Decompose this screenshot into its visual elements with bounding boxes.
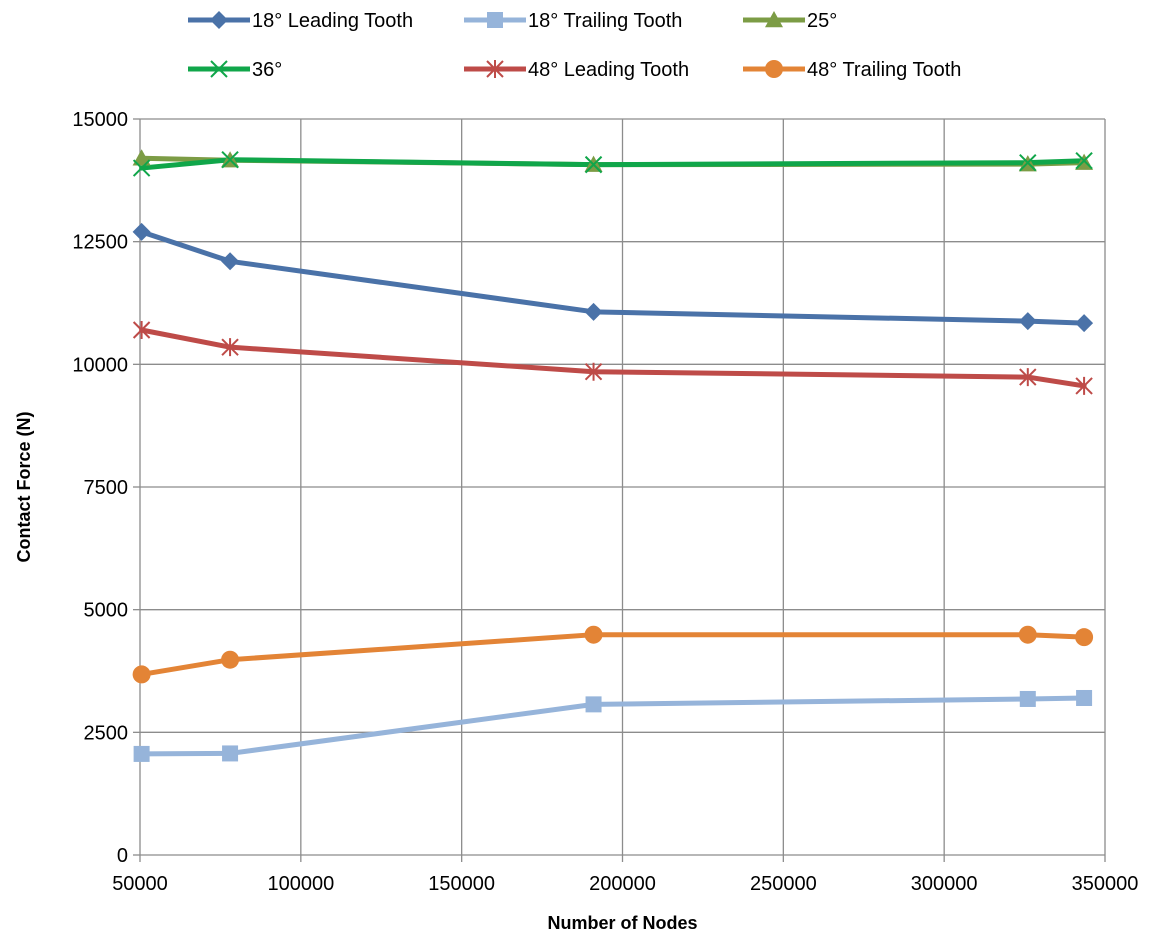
y-tick-label: 10000 [72, 354, 128, 376]
series-1-point [584, 302, 603, 321]
series-5-point [1019, 368, 1037, 387]
series-6-point [132, 665, 151, 684]
legend-label: 18° Leading Tooth [252, 10, 413, 32]
series-1-line [139, 229, 1087, 326]
x-tick-label: 250000 [750, 873, 817, 895]
legend-label: 25° [807, 10, 837, 32]
series-5-point [132, 320, 151, 339]
y-axis-title: Contact Force (N) [14, 411, 34, 562]
series-2-point [1019, 690, 1036, 707]
series-1-point [1075, 314, 1094, 333]
legend-label: 48° Trailing Tooth [807, 59, 961, 81]
legend-swatch-marker [765, 60, 783, 78]
series-4-point [132, 159, 151, 177]
legend-item: 48° Trailing Tooth [743, 59, 961, 81]
series-1-point [1018, 312, 1037, 331]
legend-swatch-marker [210, 11, 228, 29]
y-tick-label: 2500 [84, 722, 129, 744]
series-4-point [1075, 151, 1093, 170]
series-2-point [1076, 689, 1093, 706]
series-1-point [221, 252, 240, 271]
legend-item: 18° Trailing Tooth [464, 10, 682, 32]
series-lines [139, 155, 1087, 757]
y-tick-label: 0 [117, 845, 128, 867]
legend-swatch-marker [765, 11, 783, 28]
series-2-point [585, 696, 602, 713]
series-4-line [139, 157, 1087, 171]
legend-swatch-marker [210, 60, 228, 78]
series-4-point [1019, 153, 1037, 172]
series-5-point [584, 362, 603, 381]
series-6-line [139, 632, 1087, 677]
legend-swatch-marker [487, 12, 503, 28]
series-1-point [132, 222, 151, 241]
y-tick-label: 5000 [84, 600, 129, 622]
x-tick-label: 100000 [267, 873, 334, 895]
legend-label: 36° [252, 59, 282, 81]
gridlines [140, 118, 1106, 855]
legend-item: 36° [188, 59, 282, 81]
series-5-point [221, 338, 239, 357]
series-6-point [584, 625, 603, 644]
series-5-point [1075, 376, 1093, 395]
x-axis-title: Number of Nodes [547, 913, 697, 933]
series-5-line [139, 327, 1087, 389]
series-4-point [221, 151, 239, 169]
legend-item: 18° Leading Tooth [188, 10, 413, 32]
series-2-point [133, 745, 150, 762]
legend: 18° Leading Tooth 18° Trailing Tooth 25° 36… [188, 10, 961, 81]
series-2-point [222, 745, 239, 762]
axes: 0 2500 5000 7500 10000 12500 15000 50000 100000 1… [72, 109, 1138, 895]
legend-item: 25° [743, 10, 837, 32]
x-tick-label: 150000 [428, 873, 495, 895]
series-3-point [132, 149, 151, 166]
legend-label: 48° Leading Tooth [528, 59, 689, 81]
series-6-point [1018, 625, 1037, 644]
series-2-line [139, 695, 1087, 757]
legend-item: 48° Leading Tooth [464, 59, 689, 81]
series-4-point [584, 155, 603, 174]
series-markers [132, 149, 1094, 762]
series-6-point [221, 650, 240, 669]
legend-label: 18° Trailing Tooth [528, 10, 682, 32]
x-tick-label: 350000 [1072, 873, 1139, 895]
y-tick-label: 15000 [72, 109, 128, 131]
y-tick-label: 12500 [72, 232, 128, 254]
x-tick-label: 200000 [589, 873, 656, 895]
y-tick-label: 7500 [84, 477, 129, 499]
legend-swatch-marker [486, 60, 504, 78]
x-tick-label: 50000 [112, 873, 168, 895]
x-tick-label: 300000 [911, 873, 978, 895]
series-6-point [1075, 628, 1094, 647]
